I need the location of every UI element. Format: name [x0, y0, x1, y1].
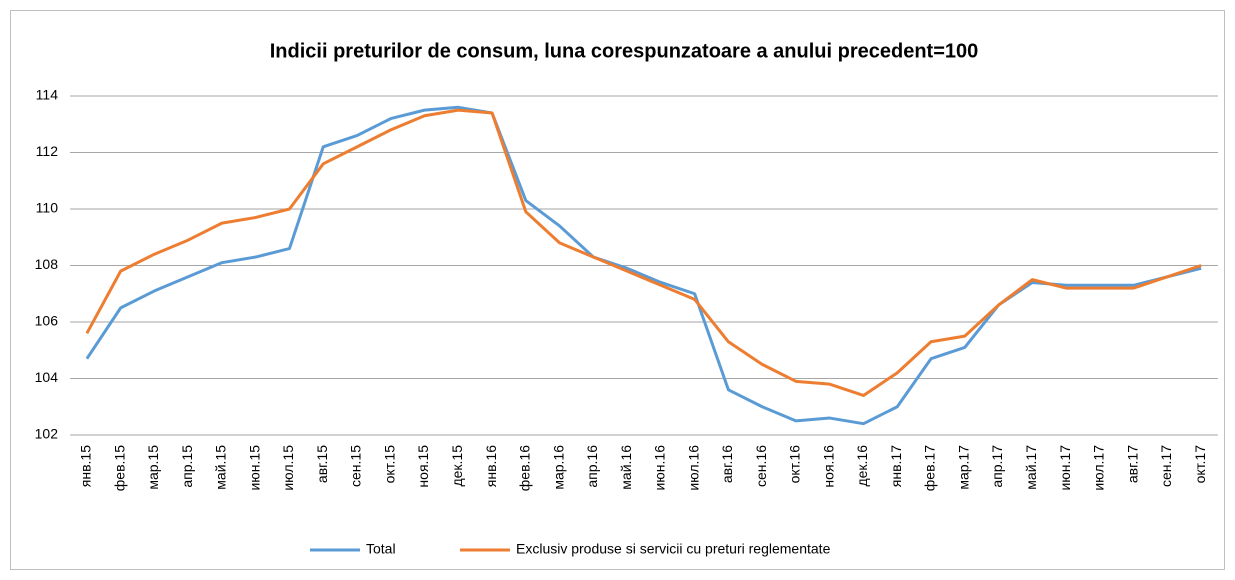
- x-tick-label: июл.17: [1091, 445, 1107, 491]
- x-tick-label: фев.17: [922, 445, 938, 491]
- legend-label: Exclusiv produse si servicii cu preturi …: [516, 541, 831, 557]
- y-tick-label: 112: [36, 143, 59, 159]
- y-tick-label: 110: [36, 200, 59, 216]
- x-tick-label: дек.16: [854, 445, 870, 487]
- y-tick-label: 106: [35, 313, 59, 329]
- x-tick-label: май.17: [1023, 445, 1039, 490]
- x-tick-label: сен.17: [1158, 445, 1174, 487]
- chart-title: Indicii preturilor de consum, luna cores…: [270, 40, 979, 62]
- x-tick-label: июн.16: [652, 445, 668, 491]
- x-tick-label: сен.16: [753, 445, 769, 487]
- x-tick-label: окт.15: [381, 445, 397, 484]
- y-tick-label: 108: [35, 256, 59, 272]
- x-tick-label: ноя.16: [820, 445, 836, 488]
- x-tick-label: июл.16: [685, 445, 701, 491]
- x-tick-label: апр.15: [179, 445, 195, 488]
- x-tick-label: окт.16: [787, 445, 803, 484]
- x-tick-label: май.16: [618, 445, 634, 490]
- x-tick-label: авг.17: [1124, 445, 1140, 483]
- x-tick-label: янв.17: [888, 445, 904, 487]
- series-line: [85, 108, 1202, 397]
- x-tick-label: дек.15: [449, 445, 465, 487]
- x-tick-label: июн.15: [246, 445, 262, 491]
- legend-label: Total: [366, 541, 396, 557]
- x-tick-label: апр.17: [989, 445, 1005, 488]
- x-tick-label: мар.15: [145, 445, 161, 490]
- x-tick-label: окт.17: [1192, 445, 1208, 484]
- x-tick-label: янв.15: [78, 445, 94, 487]
- x-tick-label: ноя.15: [415, 445, 431, 488]
- y-tick-label: 104: [35, 369, 59, 385]
- x-tick-label: апр.16: [584, 445, 600, 488]
- x-tick-label: июл.15: [280, 445, 296, 491]
- x-tick-label: фев.15: [111, 445, 127, 491]
- x-tick-label: авг.16: [719, 445, 735, 483]
- x-tick-label: июн.17: [1057, 445, 1073, 491]
- x-tick-label: май.15: [213, 445, 229, 490]
- y-tick-label: 114: [36, 87, 59, 103]
- x-tick-label: авг.15: [314, 445, 330, 483]
- x-tick-label: янв.16: [483, 445, 499, 487]
- x-tick-label: мар.16: [550, 445, 566, 490]
- x-tick-label: мар.17: [955, 445, 971, 490]
- y-tick-label: 102: [35, 426, 59, 442]
- x-tick-label: сен.15: [348, 445, 364, 487]
- x-tick-label: фев.16: [517, 445, 533, 491]
